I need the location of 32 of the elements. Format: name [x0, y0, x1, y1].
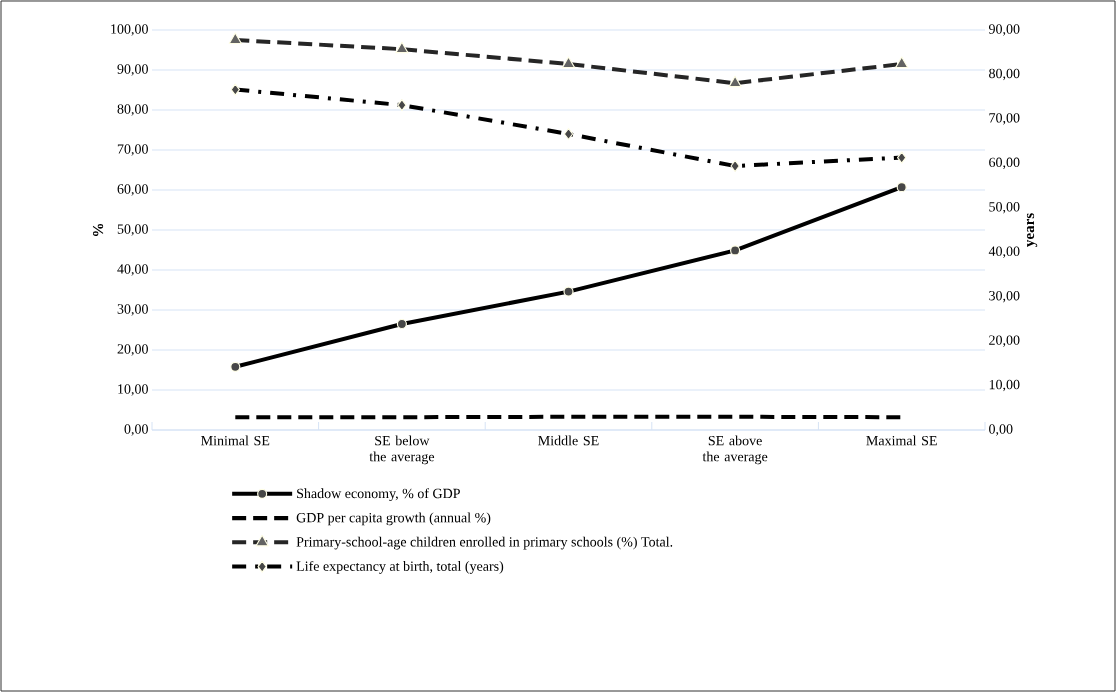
x-tick-label: SE below the average — [369, 435, 435, 465]
y2-tick-label: 20,00 — [989, 335, 1020, 347]
y-tick-label: 40,00 — [117, 264, 148, 276]
x-tick-label: Middle SE — [538, 435, 599, 446]
y-axis-title: % — [92, 223, 104, 236]
y-tick-label: 80,00 — [117, 104, 148, 116]
y-tick-label: 70,00 — [117, 144, 148, 156]
legend-label: Primary-school-age children enrolled in primary schools (%) Total. — [296, 536, 673, 550]
y-tick-label: 60,00 — [117, 184, 148, 196]
y2-tick-label: 0,00 — [989, 424, 1013, 436]
y2-tick-label: 50,00 — [989, 202, 1020, 214]
legend-label: Life expectancy at birth, total (years) — [296, 560, 504, 574]
y-tick-label: 50,00 — [117, 224, 148, 236]
legend-label: Shadow economy, % of GDP — [297, 488, 460, 502]
y-tick-label: 100,00 — [111, 24, 148, 36]
y-tick-label: 20,00 — [117, 344, 148, 356]
y2-tick-label: 80,00 — [989, 68, 1020, 81]
y-tick-label: 30,00 — [117, 304, 148, 316]
y-tick-label: 10,00 — [118, 384, 148, 396]
y2-tick-label: 70,00 — [989, 113, 1020, 125]
y2-tick-label: 60,00 — [989, 157, 1020, 170]
y2-tick-label: 40,00 — [988, 246, 1020, 258]
y2-axis-title: years — [1026, 213, 1038, 247]
y2-tick-label: 30,00 — [989, 290, 1020, 303]
y2-tick-label: 10,00 — [989, 379, 1020, 392]
legend-label: GDP per capita growth (annual %) — [296, 512, 491, 526]
y2-tick-label: 90,00 — [988, 24, 1020, 36]
x-tick-label: SE above the average — [702, 435, 768, 465]
x-tick-label: Maximal SE — [866, 435, 937, 446]
y-tick-label: 90,00 — [117, 64, 148, 76]
x-tick-label: Minimal SE — [201, 435, 270, 446]
y-tick-label: 0,00 — [124, 424, 148, 436]
